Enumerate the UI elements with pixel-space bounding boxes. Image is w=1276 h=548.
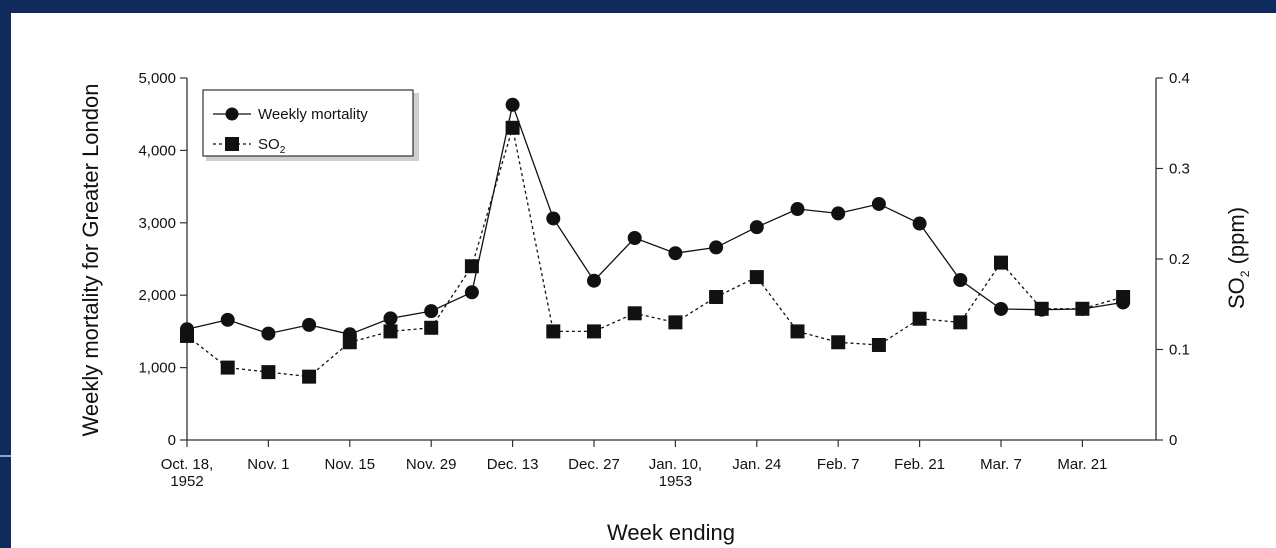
mortality-point [912,216,927,231]
so2-point [1116,290,1131,305]
left-y-tick-label: 4,000 [138,142,176,159]
so2-point [383,324,398,339]
right-y-axis-title-sub: 2 [1238,270,1252,277]
x-tick-label: Nov. 29 [406,456,457,473]
legend-mortality-label: Weekly mortality [258,106,368,123]
so2-point [464,259,479,274]
so2-point [953,315,968,330]
mortality-point [464,285,479,300]
mortality-point [709,240,724,255]
right-y-axis-title-unit: (ppm) [1224,207,1249,271]
right-y-tick-label: 0.4 [1169,70,1190,87]
so2-point [261,365,276,380]
mortality-point [220,312,235,327]
x-tick-label: Mar. 7 [980,456,1022,473]
so2-point [587,324,601,339]
legend-so2-label-sub: 2 [280,145,286,156]
mortality-point [749,220,764,235]
x-tick-label: 1952 [170,473,203,490]
so2-point [546,324,561,339]
left-y-tick-label: 3,000 [138,215,176,232]
mortality-point [424,304,439,319]
left-y-axis-title: Weekly mortality for Greater London [78,84,103,437]
legend-so2-label: SO2 [258,136,286,156]
legend-mortality-marker [225,107,239,121]
left-y-tick-label: 2,000 [138,287,176,304]
mortality-point [302,317,317,332]
x-tick-label: Jan. 10, [649,456,702,473]
x-tick-label: 1953 [659,473,692,490]
slide-divider-accent [0,455,11,457]
mortality-point [994,301,1008,316]
x-axis-title: Week ending [607,520,735,545]
so2-point [302,369,317,384]
so2-point [180,328,194,343]
x-tick-label: Dec. 27 [568,456,620,473]
so2-point [505,120,520,135]
series-so2-line [186,127,1124,378]
mortality-point [546,211,561,226]
mortality-point [383,311,398,326]
right-y-tick-label: 0 [1169,432,1177,449]
so2-point [220,360,235,375]
x-tick-label: Jan. 24 [732,456,781,473]
left-y-tick-label: 5,000 [138,70,176,87]
axes-group: 0 1,000 2,000 3,000 4,000 5,000 0 0.1 0.2 0.3 0.4 O… [138,70,1189,490]
right-y-tick-label: 0.3 [1169,161,1190,178]
mortality-point [953,272,968,287]
so2-point [627,306,642,321]
mortality-point [505,97,520,112]
mortality-point [871,196,886,211]
mortality-point [627,231,642,246]
so2-point [342,335,357,350]
so2-point [790,324,805,339]
x-tick-label: Oct. 18, [161,456,214,473]
so2-point [912,311,927,326]
x-tick-label: Dec. 13 [487,456,539,473]
right-y-axis-title-main: SO [1224,277,1249,309]
mortality-point [831,206,846,221]
mortality-point [587,273,601,288]
mortality-point [790,202,805,217]
mortality-point [668,246,683,261]
x-tick-label: Feb. 7 [817,456,860,473]
so2-point [668,315,683,330]
so2-point [424,320,439,335]
legend: Weekly mortality SO2 [202,89,419,161]
so2-point [871,337,886,352]
x-tick-label: Nov. 1 [247,456,289,473]
x-tick-label: Nov. 15 [325,456,376,473]
so2-point [1075,301,1090,316]
mortality-point [261,326,276,341]
so2-point [709,290,724,305]
x-tick-label: Mar. 21 [1057,456,1107,473]
right-y-axis-title: SO2 (ppm) [1224,207,1252,309]
so2-point [1034,301,1049,316]
so2-point [749,270,764,285]
so2-point [994,255,1008,270]
left-y-tick-label: 0 [168,432,176,449]
x-tick-label: Feb. 21 [894,456,945,473]
so2-point [831,335,846,350]
left-y-tick-label: 1,000 [138,360,176,377]
legend-so2-label-main: SO [258,136,280,153]
series-group [180,97,1131,384]
legend-so2-marker [225,137,239,151]
right-y-tick-label: 0.1 [1169,342,1190,359]
right-y-tick-label: 0.2 [1169,251,1190,268]
